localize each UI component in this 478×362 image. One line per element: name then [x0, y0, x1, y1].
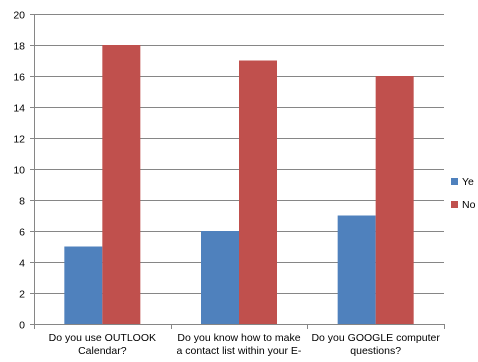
x-category-label: Do you GOOGLE computer	[311, 332, 440, 344]
legend-swatch-no	[451, 201, 458, 208]
x-category-label: questions?	[350, 345, 401, 357]
y-tick-label: 10	[13, 165, 25, 177]
y-tick-label: 8	[19, 196, 25, 208]
x-category-label: Do you use OUTLOOK	[49, 332, 156, 344]
x-category-label: Do you know how to make	[177, 332, 300, 344]
y-tick-label: 18	[13, 41, 25, 53]
bar-ye-2	[201, 231, 239, 324]
y-tick-label: 2	[19, 289, 25, 301]
y-tick-label: 12	[13, 134, 25, 146]
x-category-label: Calendar?	[78, 345, 127, 357]
y-tick-label: 6	[19, 227, 25, 239]
x-category-label: a contact list within your E-	[177, 345, 302, 357]
y-tick-label: 14	[13, 103, 25, 115]
bar-no-1	[102, 45, 141, 324]
bar-no-2	[239, 60, 277, 324]
legend-swatch-ye	[451, 178, 458, 185]
y-tick-label: 16	[13, 72, 25, 84]
y-tick-label: 20	[13, 10, 25, 22]
axes	[34, 14, 445, 329]
bar-ye-1	[64, 246, 103, 324]
legend: Ye No	[451, 176, 476, 211]
legend-label-no: No	[462, 199, 476, 211]
bars	[64, 45, 414, 324]
y-tick-label: 4	[19, 258, 25, 270]
bar-no-3	[375, 76, 414, 324]
y-tick-label: 0	[19, 320, 25, 332]
bar-ye-3	[337, 215, 376, 324]
y-axis-ticks: 0 2 4 6 8 10 12 14 16 18 20	[13, 10, 34, 332]
legend-label-ye: Ye	[462, 176, 474, 188]
